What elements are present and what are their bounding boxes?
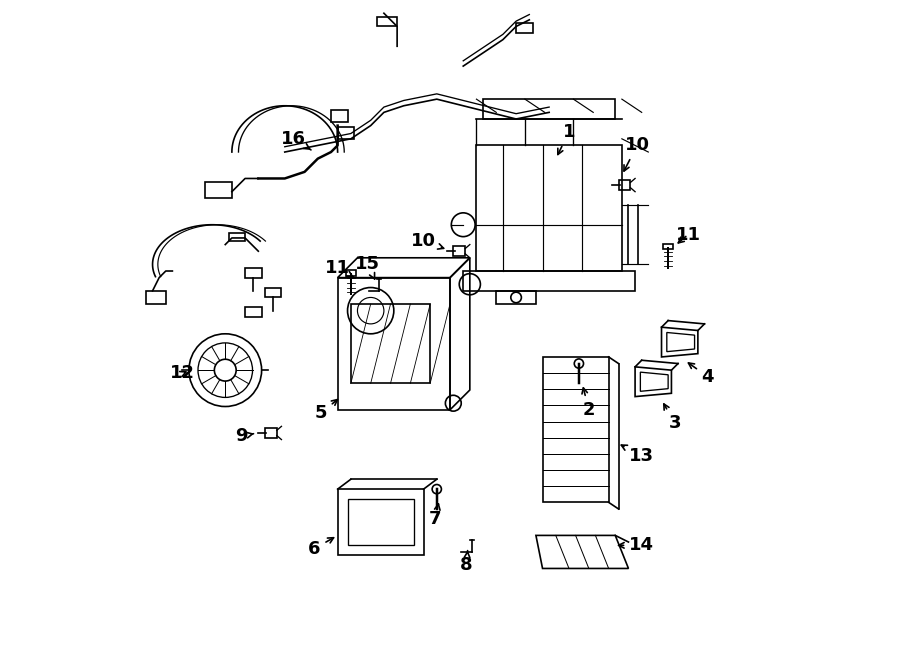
Text: 15: 15 <box>355 255 380 279</box>
Text: 6: 6 <box>308 537 334 558</box>
Bar <box>347 499 414 545</box>
Bar <box>146 291 166 304</box>
Bar <box>618 180 631 190</box>
Bar <box>265 428 277 438</box>
Text: 9: 9 <box>236 427 254 446</box>
Bar <box>205 182 232 198</box>
Text: 5: 5 <box>315 399 338 422</box>
Text: 10: 10 <box>411 232 444 251</box>
Bar <box>496 291 536 304</box>
Bar <box>265 288 282 297</box>
Text: 14: 14 <box>618 536 654 555</box>
Bar <box>454 246 465 256</box>
Text: 8: 8 <box>460 551 473 574</box>
Bar <box>338 127 355 139</box>
Text: 4: 4 <box>688 363 714 386</box>
Bar <box>245 307 262 317</box>
Bar <box>516 23 533 33</box>
Bar <box>543 357 608 502</box>
Bar <box>338 489 424 555</box>
Bar <box>351 304 430 383</box>
Bar <box>229 233 245 241</box>
Text: 2: 2 <box>582 388 595 419</box>
Text: 16: 16 <box>281 130 311 150</box>
Text: 13: 13 <box>621 445 654 465</box>
Bar <box>346 270 356 276</box>
Text: 1: 1 <box>558 123 575 155</box>
Text: 11: 11 <box>325 258 353 277</box>
Text: 12: 12 <box>170 364 194 383</box>
Bar <box>245 268 262 278</box>
Text: 10: 10 <box>624 136 650 171</box>
Text: 7: 7 <box>429 504 442 528</box>
Bar <box>377 17 397 26</box>
Bar <box>331 110 347 122</box>
Bar <box>662 244 673 249</box>
Text: 3: 3 <box>664 404 681 432</box>
Text: 11: 11 <box>676 225 700 244</box>
